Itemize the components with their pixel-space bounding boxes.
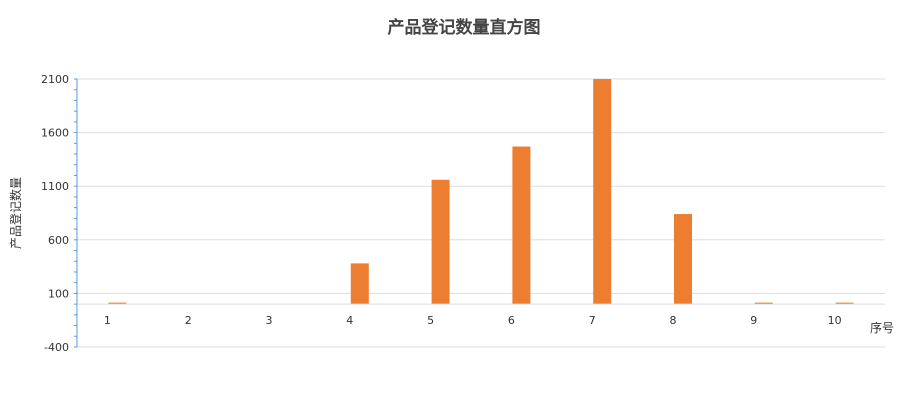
bar-1 bbox=[108, 302, 127, 305]
x-axis-title: 序号 bbox=[870, 320, 894, 335]
x-tick-label: 9 bbox=[750, 314, 757, 327]
x-tick-label: 3 bbox=[266, 314, 273, 327]
y-tick-labels: 2100 1600 1100 600 100 -400 bbox=[41, 73, 69, 354]
y-tick-label: 2100 bbox=[41, 73, 69, 86]
x-tick-label: 8 bbox=[670, 314, 677, 327]
bar-9 bbox=[754, 302, 773, 305]
x-tick-label: 5 bbox=[427, 314, 434, 327]
y-axis-title: 产品登记数量 bbox=[8, 177, 23, 249]
x-tick-label: 7 bbox=[589, 314, 596, 327]
x-tick-label: 10 bbox=[828, 314, 842, 327]
y-tick-label: -400 bbox=[44, 341, 69, 354]
y-tick-label: 1100 bbox=[41, 180, 69, 193]
bar-8 bbox=[674, 214, 692, 305]
bar-4 bbox=[350, 263, 369, 305]
x-tick-labels: 1 2 3 4 5 6 7 8 9 10 bbox=[104, 314, 842, 327]
y-tick-label: 600 bbox=[48, 234, 69, 247]
x-tick-label: 6 bbox=[508, 314, 515, 327]
axes bbox=[74, 78, 885, 348]
gridlines bbox=[77, 78, 885, 348]
bar-6 bbox=[512, 146, 531, 305]
y-tick-label: 100 bbox=[48, 287, 69, 300]
bars bbox=[108, 79, 854, 305]
x-tick-label: 4 bbox=[346, 314, 353, 327]
bar-7 bbox=[593, 79, 612, 305]
chart-title: 产品登记数量直方图 bbox=[388, 17, 541, 38]
x-tick-label: 2 bbox=[185, 314, 192, 327]
bar-10 bbox=[835, 302, 854, 305]
bar-5 bbox=[431, 179, 450, 305]
y-tick-label: 1600 bbox=[41, 127, 69, 140]
x-tick-label: 1 bbox=[104, 314, 111, 327]
